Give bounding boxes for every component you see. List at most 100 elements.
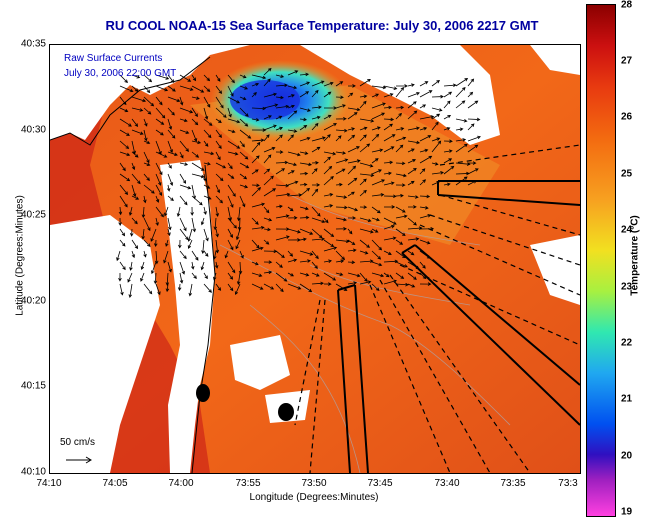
x-tick-label: 74:10 [36,478,62,489]
current-vector-arrow [227,206,233,222]
current-vector-arrow [299,107,311,112]
current-vector-arrow [179,272,184,284]
current-vector-arrow [251,141,261,153]
current-vector-arrow [119,261,126,271]
current-vector-arrow [335,182,343,187]
current-vector-arrow [407,148,415,153]
current-vectors [116,67,481,299]
current-vector-arrow [383,250,392,256]
current-vector-arrow [275,74,285,78]
current-vector-arrow [263,115,272,120]
current-vector-arrow [131,173,141,185]
current-vector-arrow [191,96,200,100]
current-vector-arrow [299,182,308,187]
colorbar-tick: 19 [621,506,633,518]
current-vector-arrow [263,283,275,290]
current-vector-arrow [141,206,146,219]
current-vector-arrow [200,217,205,226]
current-vector-arrow [407,195,419,199]
current-vector-arrow [263,168,271,175]
current-vector-arrow [167,107,175,116]
current-vector-arrow [191,140,202,145]
current-vector-arrow [359,100,367,109]
current-vector-arrow [335,151,347,155]
current-vector-arrow [335,259,345,263]
current-vector-arrow [179,217,187,232]
current-vector-arrow [165,272,170,286]
current-vector-arrow [275,126,284,131]
colorbar-tick: 24 [621,224,633,236]
current-vector-arrow [167,217,172,231]
current-vector-arrow [395,161,406,166]
current-vector-arrow [263,92,278,98]
current-vector-arrow [323,204,334,208]
current-vector-arrow [179,173,187,184]
current-vector-arrow [239,151,249,160]
current-vector-arrow [407,261,420,269]
transect-dashed-lines [294,144,580,473]
current-vector-arrow [407,92,420,98]
current-vector-arrow [119,96,127,106]
current-vector-arrow [359,189,367,197]
current-vector-arrow [179,129,190,134]
current-vector-arrow [191,107,198,118]
current-vector-arrow [299,81,311,87]
current-vector-arrow [131,195,140,200]
current-vector-arrow [140,261,145,270]
current-vector-arrow [299,136,311,142]
current-vector-arrow [191,272,197,279]
current-vector-arrow [263,124,277,131]
current-vector-arrow [323,175,334,186]
current-vector-arrow [311,188,319,197]
current-vector-arrow [129,228,134,237]
current-vector-arrow [179,96,184,106]
current-vector-arrow [455,100,466,109]
current-vector-arrow [287,162,297,167]
current-vector-arrow [455,176,468,186]
current-vector-arrow [212,272,217,281]
current-vector-arrow [395,193,404,198]
current-vector-arrow [323,192,334,197]
current-vector-arrow [215,74,221,82]
current-vector-arrow [407,250,415,256]
current-vector-arrow [143,140,151,145]
current-vector-arrow [251,118,260,122]
current-vector-arrow [119,107,129,113]
current-vector-arrow [165,239,169,247]
current-vector-arrow [155,283,161,296]
current-vector-arrow [191,129,198,142]
current-vector-arrow [419,272,427,280]
current-vector-arrow [167,151,178,156]
land-mass [160,160,215,473]
current-vector-arrow [419,81,429,87]
current-vector-arrow [443,83,457,88]
current-vector-arrow [359,134,367,142]
current-vector-arrow [251,272,263,277]
current-vector-arrow [395,228,406,236]
current-vector-arrow [251,217,259,225]
current-vector-arrow [299,237,307,242]
current-vector-arrow [407,140,421,145]
current-vector-arrow [347,206,359,212]
current-vector-arrow [215,283,222,291]
current-vector-arrow [155,206,164,218]
x-tick-label: 73:35 [500,478,526,489]
current-vector-arrow [154,250,159,265]
y-tick-label: 40:25 [20,209,46,221]
current-vector-arrow [431,140,442,153]
current-vector-arrow [165,283,170,293]
current-vector-arrow [347,92,354,98]
current-vector-arrow [227,107,232,118]
current-vector-arrow [407,217,417,226]
current-vector-arrow [443,149,453,153]
current-vector-arrow [275,83,288,88]
coastline [50,56,211,146]
current-vector-arrow [239,195,246,208]
current-vector-arrow [467,78,475,87]
current-vector-arrow [227,118,241,124]
current-vector-arrow [419,194,431,199]
current-vector-arrow [395,112,402,120]
current-vector-arrow [179,85,194,91]
current-vector-arrow [323,165,333,175]
current-vector-arrow [143,184,155,194]
